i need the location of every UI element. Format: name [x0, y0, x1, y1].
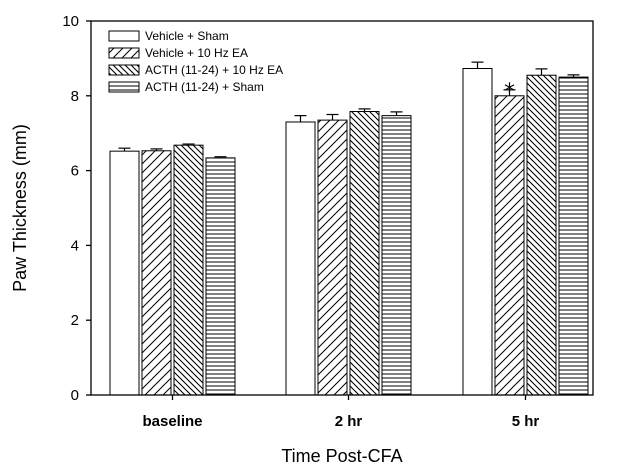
y-tick-label: 2: [71, 312, 79, 329]
x-category-label: baseline: [142, 413, 202, 430]
legend-swatch: [108, 81, 140, 93]
bar: [317, 119, 348, 396]
bar: [173, 144, 204, 396]
legend-label: Vehicle + 10 Hz EA: [145, 46, 248, 60]
bar: [462, 67, 493, 396]
bar: [285, 121, 316, 396]
plot-frame: [90, 20, 594, 396]
bar: [494, 95, 525, 396]
y-tick-label: 10: [62, 13, 79, 30]
bar: [558, 76, 589, 396]
y-tick-label: 0: [71, 387, 79, 404]
bar: [349, 111, 380, 396]
y-axis-title: Paw Thickness (mm): [10, 124, 30, 292]
y-tick-label: 8: [71, 88, 79, 105]
legend-label: ACTH (11-24) + 10 Hz EA: [145, 63, 283, 77]
y-tick-label: 4: [71, 237, 79, 254]
legend-label: ACTH (11-24) + Sham: [145, 80, 264, 94]
x-category-label: 5 hr: [512, 413, 540, 430]
bar: [526, 74, 557, 396]
legend-swatch: [108, 64, 140, 76]
x-axis-title: Time Post-CFA: [281, 446, 402, 465]
legend-swatch: [108, 30, 140, 42]
bar: [109, 150, 140, 396]
bar: [381, 115, 412, 396]
y-tick-label: 6: [71, 163, 79, 180]
bar: [205, 157, 236, 396]
significance-marker: *: [504, 80, 515, 105]
legend: Vehicle + Sham Vehicle + 10 Hz EA ACTH (11…: [108, 29, 283, 94]
x-category-label: 2 hr: [335, 413, 363, 430]
legend-label: Vehicle + Sham: [145, 29, 229, 43]
legend-swatch: [108, 47, 140, 59]
bar: [141, 150, 172, 396]
